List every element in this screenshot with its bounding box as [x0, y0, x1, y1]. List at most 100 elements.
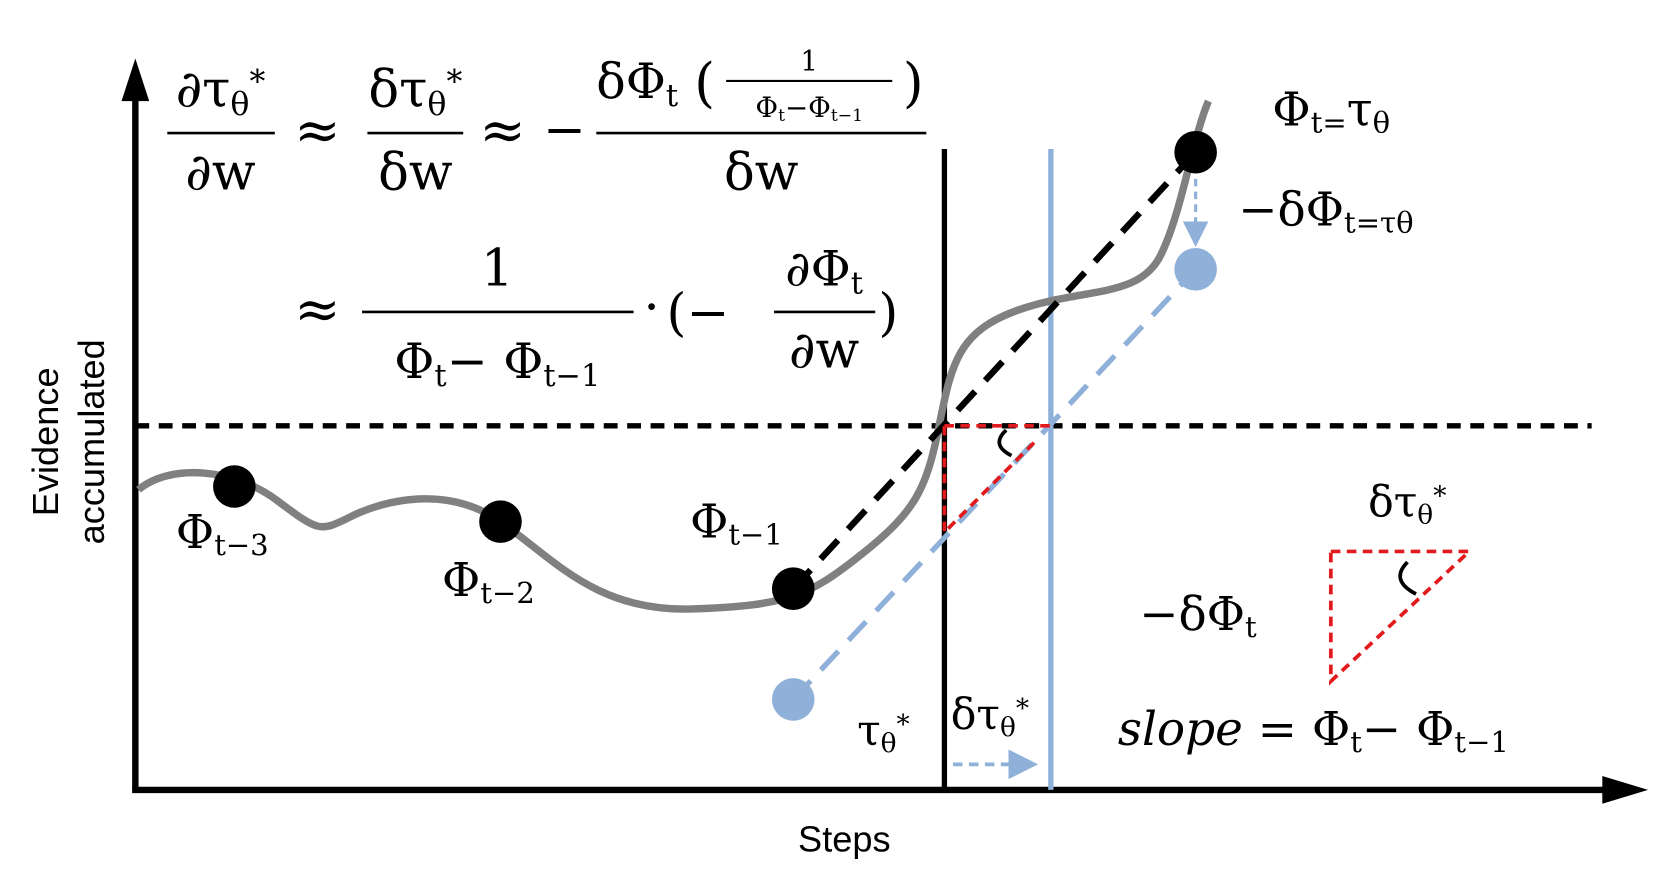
subscript: t−1	[543, 358, 600, 393]
legend-triangle	[1328, 549, 1474, 686]
math-text: )	[903, 52, 924, 114]
subscript: θ	[1396, 206, 1413, 240]
threshold-label: Φt=τθ	[1272, 84, 1390, 140]
crossing-triangle	[942, 423, 1055, 537]
text-part: Φ	[442, 554, 480, 608]
math-text: δΦt	[596, 53, 678, 114]
math-text: ∂Φt	[785, 240, 863, 300]
math-text: ≈	[479, 99, 525, 163]
point-label: Φt−2	[442, 554, 535, 610]
shifted-point	[1174, 248, 1217, 291]
text-part: δτ	[951, 690, 1000, 740]
legend-delta-phi: −δΦt	[1139, 588, 1257, 644]
subscript: t	[1350, 725, 1362, 759]
legend-arc	[1398, 560, 1417, 596]
math-text: ∂w	[789, 321, 859, 380]
subscript: t−1	[728, 518, 782, 552]
point	[213, 465, 256, 508]
text-part: − Φ	[447, 333, 544, 390]
subscript: t	[434, 358, 446, 393]
subscript: θ	[881, 728, 897, 759]
text-part: Steps	[798, 819, 891, 860]
point-label: Φt−3	[176, 506, 269, 562]
subscript: t−1	[1454, 725, 1508, 759]
point-label: Φt−1	[690, 496, 783, 552]
subscript: t−2	[480, 576, 534, 610]
math-text: ∂τθ*	[176, 60, 266, 122]
math-text: ∂w	[185, 143, 255, 202]
math-text: δτθ*	[368, 60, 462, 122]
supscript: *	[897, 710, 910, 741]
text-part: ≈	[294, 278, 340, 342]
math-text: )	[878, 284, 898, 343]
text-part: δΦ	[596, 53, 666, 110]
point	[1174, 130, 1217, 174]
text-part: −δΦ	[1238, 184, 1344, 238]
text-part: −	[543, 101, 586, 160]
text-part: )	[878, 284, 898, 343]
supscript: *	[249, 64, 265, 100]
text-part: = Φ	[1243, 703, 1350, 757]
text-part: δτ	[368, 60, 427, 119]
text-part: slope	[1118, 703, 1243, 757]
text-part: (−	[667, 284, 730, 343]
x-axis-arrow	[1602, 776, 1649, 804]
math-text: 1	[481, 239, 514, 298]
text-part: 1	[481, 239, 514, 298]
text-part: Φ	[1272, 84, 1310, 138]
text-part: δw	[724, 143, 799, 202]
subscript: θ	[427, 86, 446, 122]
text-part: accumulated	[70, 339, 111, 544]
text-part: ≈	[479, 99, 525, 163]
math-text: Φt−Φt−1	[755, 91, 863, 126]
text-part: δw	[378, 143, 453, 202]
text-part: ·	[644, 279, 660, 338]
subscript: θ	[1417, 499, 1433, 530]
math-text: ≈	[294, 278, 340, 342]
text-part: −δΦ	[1139, 588, 1245, 642]
subscript: t	[851, 266, 863, 301]
text-part: − Φ	[1362, 703, 1455, 757]
threshold-shift-label: −δΦt=τθ	[1238, 184, 1413, 240]
math-text: ·	[644, 279, 660, 338]
text-part: Φ	[394, 333, 434, 390]
text-part: ∂τ	[176, 60, 231, 119]
subscript: θ	[1000, 712, 1016, 743]
text-part: )	[903, 52, 924, 114]
subscript: t	[778, 106, 785, 126]
subscript: t	[666, 78, 678, 113]
slope-line	[790, 150, 1198, 591]
text-part: τ	[1347, 84, 1373, 138]
y-axis-label: Evidence	[25, 367, 66, 516]
math-text: Φt− Φt−1	[394, 333, 600, 393]
math-text: (	[694, 52, 715, 114]
subscript: t−3	[214, 528, 268, 562]
tau-star-label: τθ*	[857, 706, 910, 759]
labels: ∂τθ*∂w≈δτθ*δw≈ −δΦt(1Φt−Φt−1)δw≈1Φt− Φt−1…	[25, 44, 1509, 859]
text-part: δτ	[1368, 477, 1417, 527]
text-part: τ	[857, 706, 881, 756]
evidence-curve	[136, 99, 1212, 613]
math-text: −	[543, 101, 586, 160]
text-part: Φ	[690, 496, 728, 550]
subscript: t−1	[831, 106, 863, 126]
math-text: ≈	[294, 99, 340, 163]
text-part: ∂w	[789, 321, 859, 380]
supscript: *	[1016, 694, 1029, 725]
delta-tau-label: δτθ*	[951, 690, 1029, 743]
subscript: θ	[230, 86, 249, 122]
math-text: δw	[724, 143, 799, 202]
math-text: 1	[800, 44, 818, 77]
supscript: *	[446, 64, 462, 100]
text-part: Φ	[176, 506, 214, 560]
math-text: (−	[667, 284, 730, 343]
text-part: ≈	[294, 99, 340, 163]
shifted-point	[771, 678, 815, 721]
text-part: Evidence	[25, 367, 66, 516]
angle-arc	[997, 428, 1013, 458]
text-part: −Φ	[785, 91, 831, 124]
subscript: t	[1245, 610, 1257, 644]
y-axis-label: accumulated	[70, 339, 111, 544]
